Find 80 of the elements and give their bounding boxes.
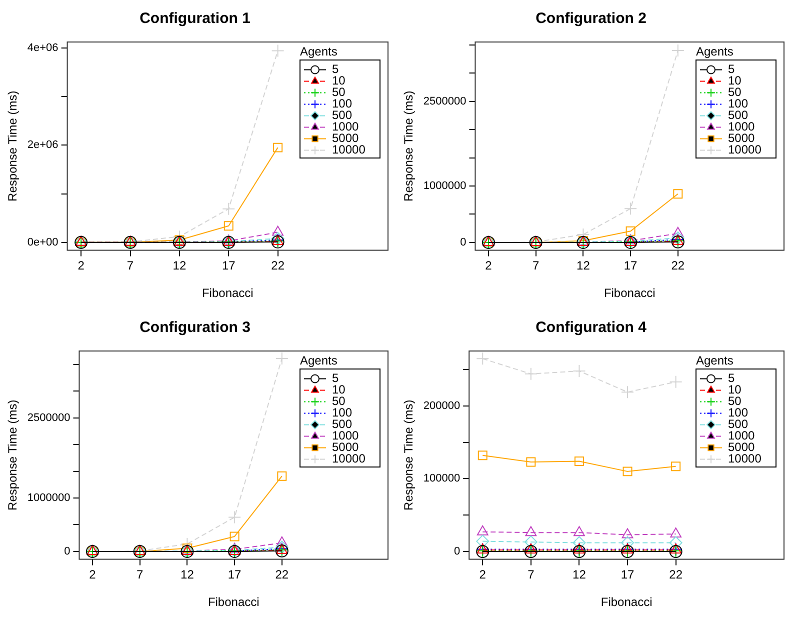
legend-label: 500	[332, 108, 352, 122]
legend-label: 5	[332, 371, 339, 386]
x-tick-label: 2	[479, 568, 486, 582]
y-axis-title: Response Time (ms)	[402, 90, 416, 202]
chart-title: Configuration 4	[536, 319, 648, 336]
x-tick-label: 22	[271, 258, 285, 273]
x-tick-label: 7	[532, 258, 540, 273]
chart-title: Configuration 2	[536, 10, 646, 28]
y-tick-label: 2500000	[423, 95, 466, 108]
legend-label: 100	[728, 406, 748, 420]
chart-title: Configuration 3	[140, 319, 250, 336]
legend-label: 500	[332, 417, 352, 432]
x-tick-label: 7	[528, 568, 535, 582]
legend-title: Agents	[300, 353, 338, 368]
y-tick-label: 0e+00	[27, 236, 58, 248]
legend-title: Agents	[300, 44, 338, 58]
x-axis-title: Fibonacci	[208, 595, 260, 610]
legend-label: 500	[728, 108, 748, 122]
y-axis-title: Response Time (ms)	[402, 400, 416, 510]
y-tick-label: 0	[454, 546, 460, 558]
x-axis-title: Fibonacci	[604, 286, 656, 300]
x-tick-label: 17	[222, 258, 236, 273]
legend-label: 100	[728, 96, 748, 111]
x-tick-label: 17	[620, 568, 635, 582]
y-tick-label: 2e+06	[27, 139, 58, 152]
y-tick-label: 0	[460, 236, 466, 248]
legend-label: 50	[728, 394, 742, 408]
legend-label: 5000	[332, 440, 360, 454]
legend-label: 10000	[332, 452, 366, 466]
x-tick-label: 17	[624, 258, 638, 273]
legend-label: 1000	[728, 428, 756, 443]
legend-label: 50	[332, 85, 346, 100]
y-tick-label: 2500000	[27, 412, 70, 424]
x-tick-label: 12	[576, 258, 590, 273]
legend-label: 5000	[728, 440, 756, 454]
y-axis-title: Response Time (ms)	[6, 400, 20, 510]
legend-label: 5	[332, 62, 339, 76]
legend-label: 50	[332, 394, 346, 408]
y-tick-label: 4e+06	[27, 42, 58, 54]
y-tick-label: 1000000	[423, 180, 466, 192]
x-tick-label: 12	[172, 258, 186, 273]
x-tick-label: 2	[485, 258, 492, 273]
x-axis-title: Fibonacci	[600, 595, 652, 610]
x-tick-label: 12	[180, 568, 194, 582]
x-tick-label: 2	[78, 258, 85, 273]
legend-label: 10	[728, 74, 742, 88]
x-tick-label: 7	[136, 568, 144, 582]
legend-label: 10000	[332, 142, 366, 157]
legend-label: 5	[728, 62, 735, 76]
y-tick-label: 1000000	[27, 492, 70, 504]
x-tick-label: 22	[275, 568, 289, 582]
y-tick-label: 200000	[423, 400, 460, 412]
legend-label: 5000	[728, 131, 756, 146]
x-tick-label: 2	[89, 568, 96, 582]
legend-label: 10000	[728, 452, 762, 466]
chart-title: Configuration 1	[140, 10, 250, 28]
legend-label: 5000	[332, 131, 360, 146]
x-tick-label: 17	[228, 568, 242, 582]
x-tick-label: 7	[126, 258, 134, 273]
legend-label: 10000	[728, 142, 762, 157]
legend-label: 10	[728, 382, 742, 397]
legend-label: 10	[332, 382, 346, 397]
legend-label: 100	[332, 96, 352, 111]
y-tick-label: 0	[64, 545, 70, 558]
legend-label: 50	[728, 85, 742, 100]
legend-label: 1000	[332, 428, 360, 443]
legend-title: Agents	[696, 353, 734, 368]
y-tick-label: 100000	[423, 472, 460, 485]
legend-label: 5	[728, 371, 735, 386]
legend-label: 1000	[728, 120, 756, 134]
legend-label: 1000	[332, 120, 360, 134]
legend-label: 100	[332, 406, 352, 420]
legend-label: 500	[728, 417, 748, 432]
x-tick-label: 12	[572, 568, 586, 582]
legend-label: 10	[332, 74, 346, 88]
x-tick-label: 22	[671, 258, 685, 273]
y-axis-title: Response Time (ms)	[6, 90, 20, 202]
legend-title: Agents	[696, 44, 734, 58]
x-axis-title: Fibonacci	[202, 286, 254, 300]
x-tick-label: 22	[669, 568, 683, 582]
